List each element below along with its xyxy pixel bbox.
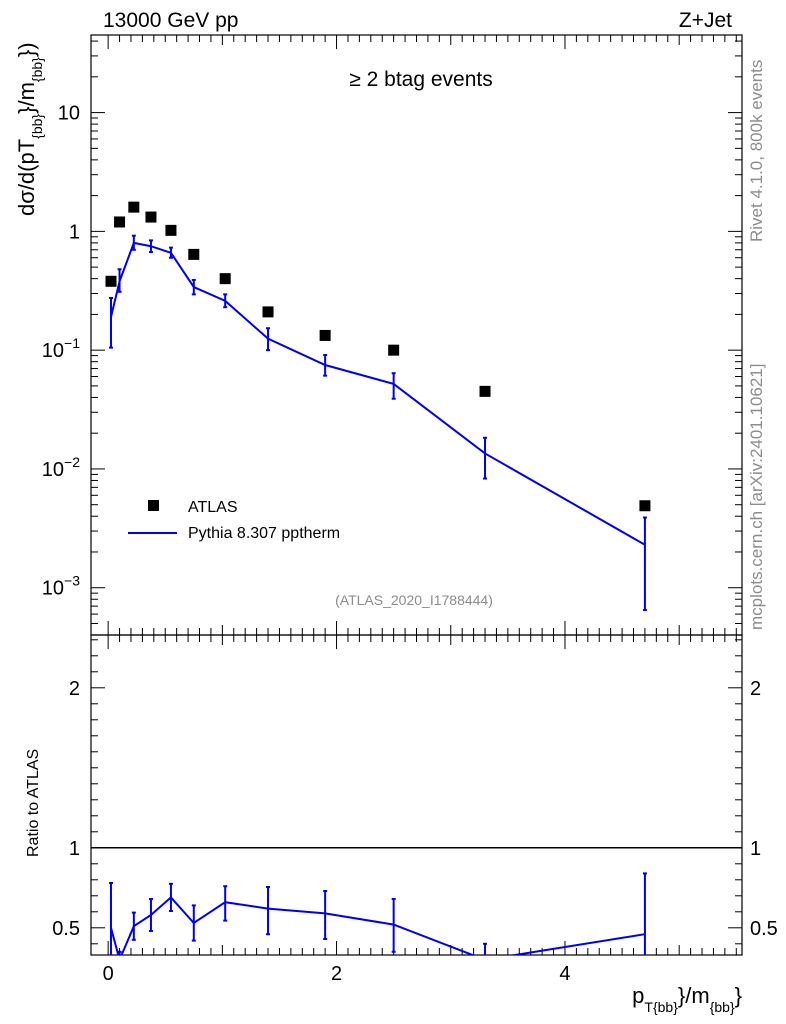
atlas-point [105,275,117,287]
tick-labels: 10−3 10−2 10−1 1 10 0 2 4 0.5 0.5 1 1 2 2 [42,103,778,985]
x-tick-label: 2 [331,963,342,985]
atlas-point [188,248,200,260]
ratio-line [110,895,646,955]
atlas-point [319,329,331,341]
x-tick-label: 0 [103,963,114,985]
ratio-plot-data [91,847,742,955]
atlas-point [262,306,274,318]
top-y-tick-label: 10−3 [42,573,80,600]
legend-atlas-marker [148,500,159,511]
ratio-y-tick-label-right: 0.5 [750,918,778,940]
atlas-point [639,500,651,512]
plot-title: ≥ 2 btag events [349,68,492,91]
atlas-point [479,385,491,397]
top-y-tick-label: 10−1 [42,335,80,362]
atlas-point [165,224,177,236]
atlas-point [114,216,126,228]
ratio-y-tick-label-left: 2 [69,678,80,700]
top-y-tick-label: 10−2 [42,454,80,481]
analysis-watermark: (ATLAS_2020_I1788444) [335,592,493,608]
top-y-tick-label: 1 [69,221,80,243]
legend-atlas-label: ATLAS [188,499,238,516]
legend-pythia-label: Pythia 8.307 pptherm [188,525,340,542]
atlas-point [219,273,231,285]
ratio-y-tick-label-left: 1 [69,838,80,860]
energy-label: 13000 GeV pp [103,9,238,32]
ratio-y-tick-label-right: 2 [750,678,761,700]
ratio-y-tick-label-left: 0.5 [52,918,80,940]
top-y-tick-label: 10 [58,103,80,125]
atlas-point [145,211,157,223]
main-plot-data [105,201,651,611]
atlas-point [128,201,140,213]
legend: ATLAS Pythia 8.307 pptherm [128,499,340,542]
bottom-y-axis-label: Ratio to ATLAS [25,749,42,857]
x-tick-label: 4 [559,963,570,985]
ratio-axis-ticks [91,635,742,955]
source-label: mcplots.cern.ch [arXiv:2401.10621] [747,364,766,630]
process-label: Z+Jet [679,9,732,32]
ratio-y-tick-label-right: 1 [750,838,761,860]
atlas-point [388,344,400,356]
pythia-line [110,241,646,546]
x-axis-label: pT{bb}}/m{bb}} [632,983,742,1015]
top-axis-ticks [91,35,742,636]
top-y-axis-label: dσ/d(pT{bb}}/m{bb}}) [14,42,45,216]
rivet-label: Rivet 4.1.0, 800k events [747,60,766,242]
